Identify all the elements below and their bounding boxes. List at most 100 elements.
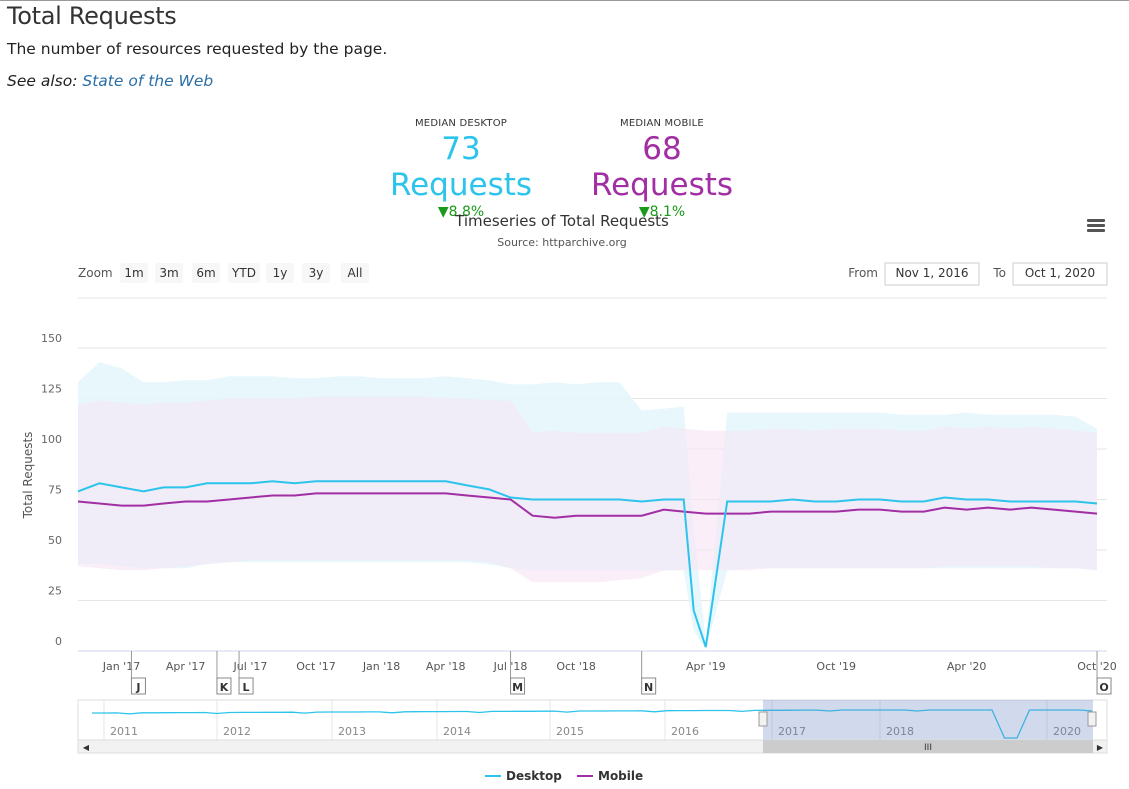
flag-label: L (243, 681, 250, 694)
x-tick-label: Jul '17 (233, 660, 268, 673)
series-lines (77, 480, 1098, 648)
y-tick-label: 150 (41, 332, 62, 345)
zoom-button-6m[interactable]: 6m (192, 263, 220, 283)
flag-box (510, 677, 526, 695)
zoom-button-label: 3y (309, 266, 324, 280)
x-tick-label: Oct '17 (296, 660, 336, 673)
legend-item-mobile[interactable]: Mobile (577, 769, 643, 783)
navigator-series (92, 709, 1093, 739)
desktop-line (77, 480, 1098, 648)
x-tick-label: Oct '18 (556, 660, 596, 673)
flag-box (1096, 677, 1112, 695)
flag-m[interactable]: M (510, 651, 526, 695)
y-axis: 0 25 50 75 100 125 150 (41, 332, 62, 648)
see-also: See also: State of the Web (7, 72, 213, 90)
flag-label: O (1099, 681, 1108, 694)
scroll-left-icon[interactable]: ◀ (83, 743, 90, 752)
flag-j[interactable]: J (130, 651, 146, 695)
down-triangle-icon: ▼ (437, 204, 449, 220)
chart-subtitle: Source: httparchive.org (497, 236, 626, 249)
to-date-field[interactable] (1012, 262, 1108, 286)
zoom-button-label: 6m (196, 266, 215, 280)
legend: Desktop Mobile (485, 769, 643, 783)
scrollbar-thumb[interactable] (763, 740, 1093, 753)
down-triangle-icon: ▼ (638, 204, 650, 220)
hamburger-menu-icon[interactable] (1087, 219, 1105, 233)
scrollbar-grip-icon: III (924, 743, 932, 753)
see-also-prefix: See also: (7, 72, 78, 90)
x-tick-label: Apr '17 (166, 660, 206, 673)
zoom-button-label: 3m (159, 266, 178, 280)
navigator-year-label: 2014 (443, 725, 471, 738)
page-description: The number of resources requested by the… (7, 40, 388, 58)
median-mobile-value: 68 Requests (590, 131, 734, 203)
flag-n[interactable]: N (641, 651, 657, 695)
flag-box (641, 677, 657, 695)
zoom-buttons: 1m 3m 6m YTD 1y 3y All (120, 263, 369, 283)
chart-title: Timeseries of Total Requests (454, 212, 669, 230)
x-tick-label: Apr '19 (686, 660, 726, 673)
zoom-button-3m[interactable]: 3m (155, 263, 183, 283)
from-date-field[interactable] (884, 262, 980, 286)
navigator-year-label: 2017 (778, 725, 806, 738)
flag-box (130, 677, 146, 695)
from-date-value: Nov 1, 2016 (895, 266, 968, 280)
legend-label: Mobile (598, 769, 643, 783)
zoom-button-1y[interactable]: 1y (266, 263, 294, 283)
flag-o[interactable]: O (1096, 651, 1112, 695)
flag-l[interactable]: L (238, 651, 254, 695)
zoom-button-bg[interactable] (341, 263, 369, 283)
legend-label: Desktop (506, 769, 562, 783)
median-desktop-change-value: 8.8% (448, 204, 485, 220)
x-tick-label: Jan '17 (102, 660, 140, 673)
x-tick-label: Apr '18 (426, 660, 466, 673)
navigator-frame (77, 699, 1108, 741)
state-of-the-web-link[interactable]: State of the Web (82, 72, 214, 90)
flags: J K L M N O (130, 651, 1112, 695)
y-tick-label: 125 (41, 383, 62, 396)
y-tick-label: 50 (48, 534, 62, 547)
median-desktop-label: MEDIAN DESKTOP (414, 118, 508, 129)
median-desktop-value: 73 Requests (389, 131, 533, 203)
zoom-button-label: 1y (273, 266, 288, 280)
median-desktop-metric: MEDIAN DESKTOP 73 Requests ▼8.8% (370, 118, 552, 221)
flag-label: J (135, 681, 140, 694)
flag-box (216, 677, 232, 695)
median-mobile-change-value: 8.1% (649, 204, 686, 220)
navigator-handle[interactable] (1087, 711, 1097, 727)
y-tick-label: 75 (48, 484, 62, 497)
navigator-handle[interactable] (758, 711, 768, 727)
navigator-year-label: 2016 (671, 725, 699, 738)
zoom-button-label: 1m (124, 266, 143, 280)
zoom-button-bg[interactable] (120, 263, 148, 283)
zoom-button-all[interactable]: All (341, 263, 369, 283)
flag-label: N (644, 681, 653, 694)
zoom-button-ytd[interactable]: YTD (228, 263, 260, 283)
flag-box (238, 677, 254, 695)
zoom-button-bg[interactable] (228, 263, 260, 283)
zoom-button-bg[interactable] (266, 263, 294, 283)
zoom-button-label: All (348, 266, 363, 280)
navigator-year-label: 2011 (110, 725, 138, 738)
zoom-label: Zoom (78, 266, 113, 280)
zoom-button-bg[interactable] (155, 263, 183, 283)
y-axis-label: Total Requests (21, 432, 35, 520)
zoom-button-bg[interactable] (302, 263, 330, 283)
zoom-button-3y[interactable]: 3y (302, 263, 330, 283)
mobile-band (78, 396, 1097, 583)
navigator[interactable]: 2011 2012 2013 2014 2015 2016 2017 2018 2020 III ◀… (77, 699, 1108, 754)
flag-label: K (220, 681, 229, 694)
x-tick-label: Jan '18 (362, 660, 400, 673)
scroll-right-icon[interactable]: ▶ (1097, 743, 1104, 752)
navigator-year-label: 2020 (1053, 725, 1081, 738)
top-rule (0, 0, 1129, 1)
navigator-selection[interactable] (763, 700, 1093, 740)
legend-item-desktop[interactable]: Desktop (485, 769, 562, 783)
zoom-button-1m[interactable]: 1m (120, 263, 148, 283)
median-mobile-change: ▼8.1% (572, 203, 752, 221)
zoom-button-bg[interactable] (192, 263, 220, 283)
zoom-button-label: YTD (231, 266, 256, 280)
flag-k[interactable]: K (216, 651, 232, 695)
x-tick-label: Apr '20 (947, 660, 987, 673)
navigator-year-label: 2013 (338, 725, 366, 738)
